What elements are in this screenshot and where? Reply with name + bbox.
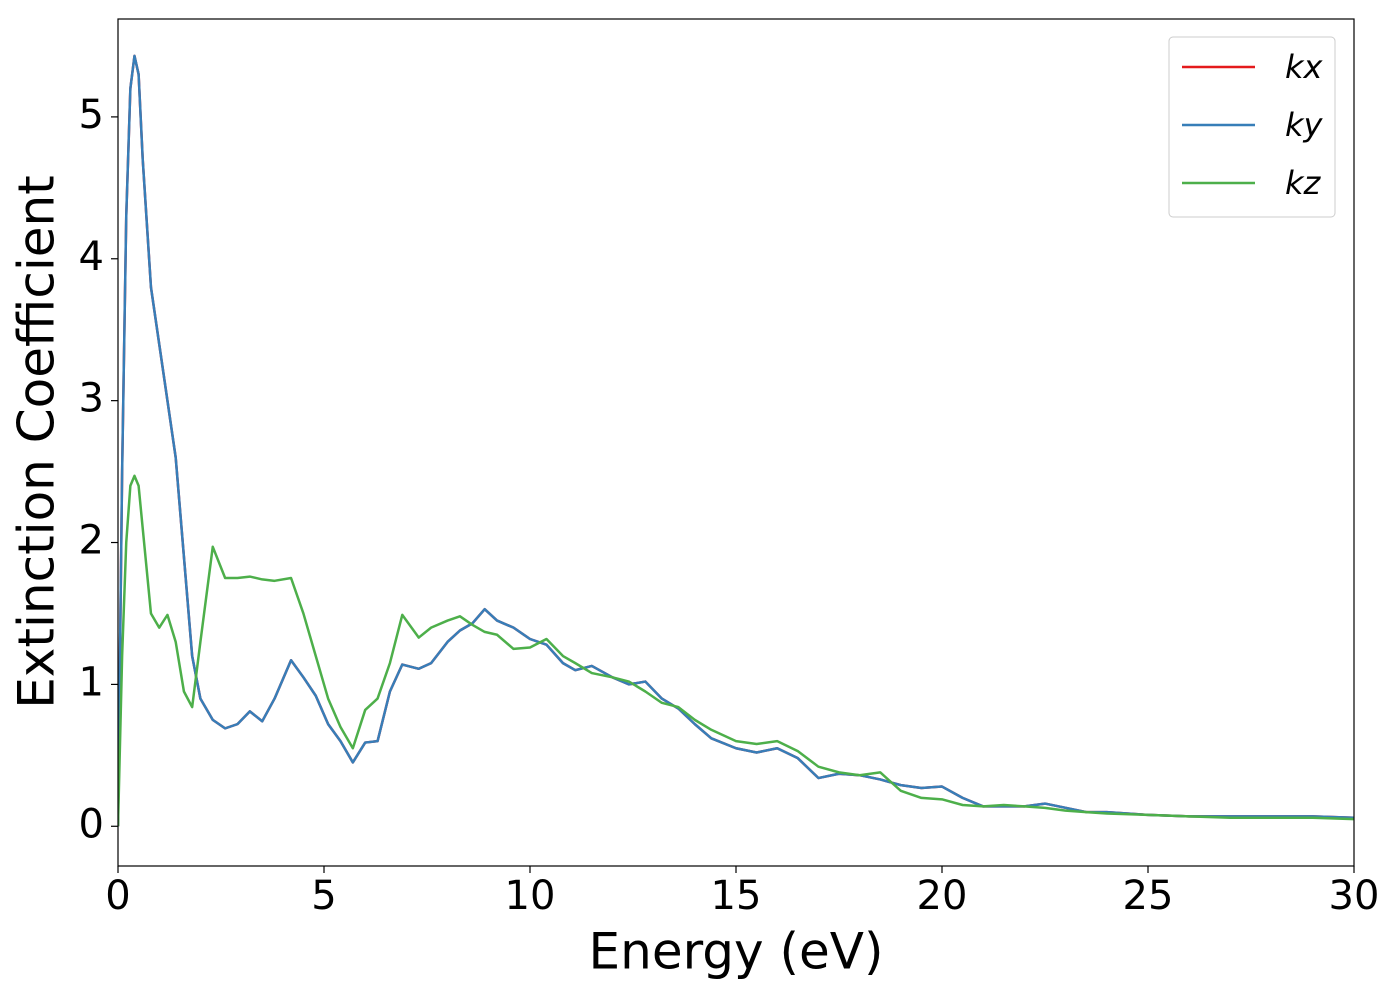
x-tick-label: 20	[917, 873, 968, 919]
x-tick-label: 10	[505, 873, 556, 919]
x-tick-label: 30	[1329, 873, 1380, 919]
x-tick-label: 5	[311, 873, 336, 919]
x-tick-label: 15	[711, 873, 762, 919]
legend-label: kx	[1285, 48, 1324, 86]
y-tick-label: 5	[79, 92, 104, 138]
y-tick-label: 3	[79, 376, 104, 422]
x-tick-label: 25	[1123, 873, 1174, 919]
legend-box	[1168, 36, 1336, 218]
y-axis-label: Extinction Coefficient	[8, 175, 66, 709]
x-tick-label: 0	[105, 873, 130, 919]
plot-frame	[117, 18, 1355, 867]
x-axis-label: Energy (eV)	[589, 923, 884, 981]
legend-label: ky	[1285, 106, 1324, 144]
series-line	[118, 54, 1354, 827]
y-tick-label: 0	[79, 801, 104, 847]
legend-label: kz	[1285, 164, 1322, 202]
y-tick-label: 2	[79, 518, 104, 564]
series-line	[118, 474, 1354, 827]
y-tick-label: 1	[79, 659, 104, 705]
y-tick-label: 4	[79, 234, 104, 280]
